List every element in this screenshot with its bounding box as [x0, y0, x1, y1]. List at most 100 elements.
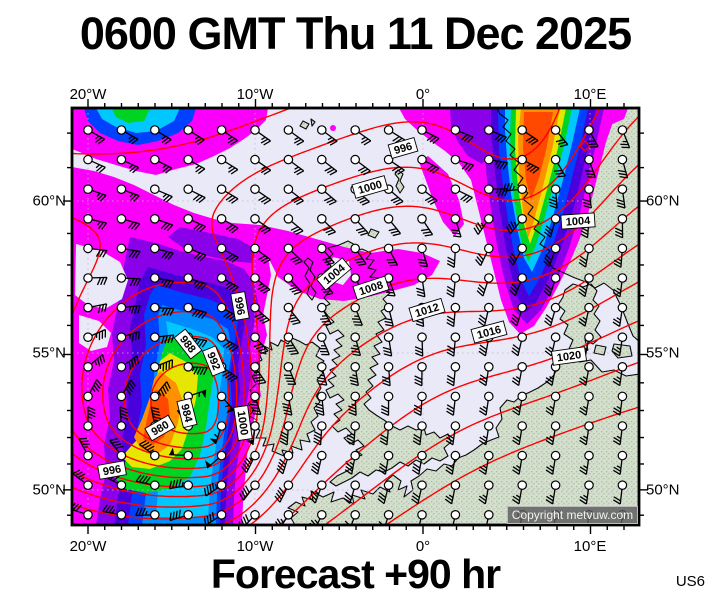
station-circle: [383, 480, 394, 490]
wind-barb: [116, 330, 141, 342]
wind-barb: [309, 480, 327, 504]
isobar-label: 1000: [351, 175, 389, 199]
station-circle: [517, 421, 527, 431]
land-continent-coast: [287, 353, 639, 525]
station-circle: [450, 243, 461, 254]
chart-title: 0600 GMT Thu 11 Dec 2025: [79, 8, 632, 59]
station-circle: [150, 125, 160, 135]
wind-barb: [411, 480, 427, 505]
station-circle: [517, 302, 527, 313]
station-circle: [350, 332, 360, 342]
station-circle: [316, 391, 327, 402]
lon-label-top: 10°W: [236, 86, 274, 103]
station-circle: [450, 509, 461, 520]
wind-barb: [83, 154, 106, 174]
wind-barb: [450, 154, 475, 172]
wind-barb: [543, 273, 561, 297]
station-circle: [150, 391, 160, 402]
wind-barb: [283, 214, 304, 235]
wind-barb: [316, 361, 328, 386]
station-circle: [150, 184, 160, 194]
station-circle: [483, 302, 494, 313]
station-circle: [417, 125, 427, 135]
model-code-label: US6: [675, 573, 705, 590]
station-circle: [316, 450, 327, 461]
station-circle: [483, 184, 494, 194]
station-circle: [517, 361, 527, 372]
station-circle: [183, 450, 193, 461]
station-circle: [550, 332, 561, 342]
station-circle: [283, 154, 294, 165]
station-circle: [483, 214, 494, 224]
wind-barb: [239, 480, 260, 501]
station-circle: [283, 273, 294, 283]
wind-barb: [250, 214, 272, 235]
station-circle: [116, 450, 127, 461]
wind-barb: [612, 332, 628, 357]
wind-barb: [545, 391, 561, 416]
wind-barb: [616, 184, 628, 209]
station-circle: [483, 480, 494, 490]
station-circle: [517, 273, 527, 283]
station-circle: [250, 125, 260, 135]
wind-barb: [416, 273, 427, 298]
wind-barb: [617, 125, 631, 149]
wind-barb: [83, 243, 108, 258]
station-circle: [350, 125, 360, 135]
wind-barb: [578, 243, 594, 268]
wind-barb: [250, 361, 267, 385]
station-circle: [250, 184, 260, 194]
wind-barb: [183, 214, 207, 233]
wind-barb: [512, 450, 527, 475]
wind-barb: [350, 302, 363, 326]
station-circle: [350, 214, 360, 224]
wind-barb: [216, 243, 239, 263]
station-circle: [250, 480, 260, 490]
station-circle: [116, 302, 127, 313]
station-circle: [316, 184, 327, 194]
station-circle: [150, 243, 160, 254]
svg-text:1004: 1004: [565, 215, 591, 229]
wind-barb: [579, 450, 594, 475]
station-circle: [517, 391, 527, 402]
station-circle: [517, 450, 527, 461]
wind-barb: [150, 359, 174, 372]
isobar-label: 1000: [233, 404, 253, 442]
station-circle: [417, 214, 427, 224]
lon-label-bottom: 10°W: [236, 538, 274, 555]
station-circle: [216, 421, 227, 431]
wind-barb: [507, 243, 527, 266]
wind-barb: [116, 406, 129, 431]
wind-barb: [250, 273, 271, 294]
wind-barb: [83, 328, 107, 342]
station-circle: [584, 154, 594, 165]
lon-label-bottom: 0°: [415, 538, 431, 555]
wind-barb: [450, 125, 474, 143]
wind-barb: [550, 154, 566, 178]
wind-barb: [579, 421, 594, 446]
station-circle: [250, 154, 260, 165]
wind-barb: [512, 480, 527, 505]
wind-barb: [83, 353, 106, 372]
land-hebrides-coast: [303, 257, 317, 301]
station-circle: [584, 302, 594, 313]
wind-barb: [517, 125, 539, 146]
station-circle: [550, 125, 561, 135]
wind-barb: [135, 507, 160, 520]
station-circle: [250, 302, 260, 313]
wind-barb: [414, 332, 427, 357]
wind-barb: [116, 379, 137, 402]
wind-barb: [578, 273, 594, 298]
wind-barb: [150, 381, 171, 402]
wind-barb: [250, 243, 271, 265]
isobar-label: 1004: [560, 212, 596, 230]
station-circle: [83, 184, 93, 194]
station-circle: [316, 332, 327, 342]
wind-barb: [316, 243, 335, 266]
wind-barb: [506, 214, 527, 235]
wind-barb: [350, 243, 367, 267]
station-circle: [283, 480, 294, 490]
station-circle: [617, 361, 628, 372]
station-circle: [517, 125, 527, 135]
station-circle: [116, 480, 127, 490]
